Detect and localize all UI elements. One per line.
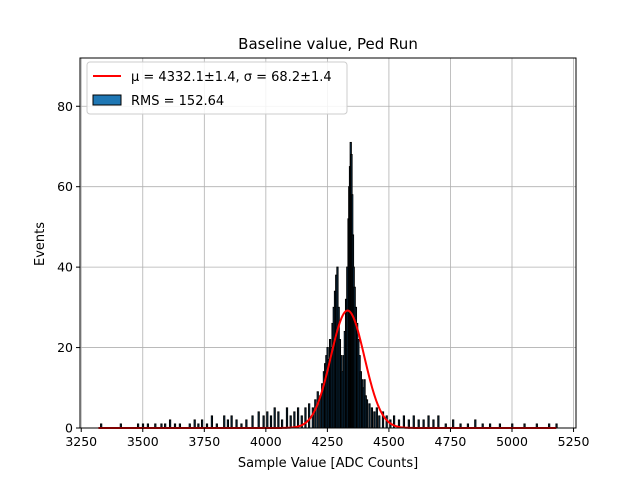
histogram-bar — [280, 419, 284, 429]
histogram-bar — [437, 415, 440, 429]
histogram-bar — [370, 407, 374, 429]
y-axis-ticks: 0 20 40 60 80 — [57, 99, 80, 436]
chart-title: Baseline value, Ped Run — [238, 35, 418, 53]
histogram-bar — [407, 419, 410, 429]
histogram-bar — [257, 411, 260, 429]
x-tick-label: 4750 — [435, 434, 467, 449]
x-axis-ticks: 3250 3500 3750 4000 4250 4500 4750 5000 5250 — [65, 428, 589, 449]
histogram-bar — [289, 415, 292, 429]
legend: μ = 4332.1±1.4, σ = 68.2±1.4 RMS = 152.6… — [86, 61, 348, 115]
histogram-bar — [412, 415, 415, 429]
histogram-bar — [432, 419, 435, 429]
histogram-bar — [452, 419, 455, 429]
histogram-bar — [168, 419, 172, 429]
histogram-bar — [375, 407, 378, 429]
x-tick-label: 4250 — [311, 434, 343, 449]
y-tick-label: 80 — [57, 99, 73, 114]
histogram-bar — [365, 399, 369, 429]
histogram-bar — [304, 407, 307, 429]
histogram-bar — [210, 415, 214, 429]
histogram-bar — [402, 415, 406, 429]
histogram-bar — [251, 415, 254, 429]
histogram-bar — [226, 419, 230, 429]
plot-area: 3250 3500 3750 4000 4250 4500 4750 5000 5250 0 20… — [57, 57, 589, 449]
histogram-bar — [474, 419, 477, 429]
histogram-bar — [368, 403, 371, 429]
legend-hist-label: RMS = 152.64 — [131, 94, 224, 109]
x-tick-label: 3750 — [188, 434, 220, 449]
y-tick-label: 0 — [65, 421, 73, 436]
axes-frame — [79, 57, 577, 429]
histogram-bar — [285, 407, 289, 429]
histogram-bar — [235, 419, 238, 429]
x-tick-label: 3250 — [65, 434, 97, 449]
histogram-bar — [269, 415, 273, 429]
histogram-bar — [273, 407, 276, 429]
legend-box — [86, 61, 348, 115]
y-tick-label: 40 — [57, 260, 73, 275]
histogram-bar — [311, 407, 314, 429]
x-tick-label: 5250 — [558, 434, 590, 449]
y-tick-label: 20 — [57, 340, 73, 355]
y-axis-label: Events — [33, 222, 48, 266]
histogram-bar — [230, 415, 233, 429]
histogram-bar — [245, 419, 248, 429]
x-tick-label: 4500 — [373, 434, 405, 449]
histogram-bar — [308, 403, 311, 429]
histogram-bar — [316, 391, 319, 429]
histogram-bar — [262, 415, 265, 429]
histogram-bar — [378, 415, 381, 429]
x-axis-label: Sample Value [ADC Counts] — [238, 456, 418, 471]
histogram-bar — [422, 419, 425, 429]
x-tick-label: 3500 — [127, 434, 159, 449]
histogram-bar — [293, 411, 296, 429]
legend-fit-label: μ = 4332.1±1.4, σ = 68.2±1.4 — [131, 70, 332, 85]
histogram-bar — [314, 399, 317, 429]
histogram-bar — [373, 411, 376, 429]
histogram-bar — [277, 411, 280, 429]
histogram-bar — [417, 419, 420, 429]
legend-hist-swatch — [92, 94, 122, 106]
histogram-bar — [200, 419, 204, 429]
histogram-bar — [266, 411, 269, 429]
histogram-bar — [193, 419, 196, 429]
y-tick-label: 60 — [57, 179, 73, 194]
x-tick-label: 5000 — [496, 434, 528, 449]
x-tick-label: 4000 — [250, 434, 282, 449]
histogram-bar — [427, 415, 430, 429]
histogram-bar — [296, 407, 300, 429]
histogram-bar — [223, 415, 226, 429]
